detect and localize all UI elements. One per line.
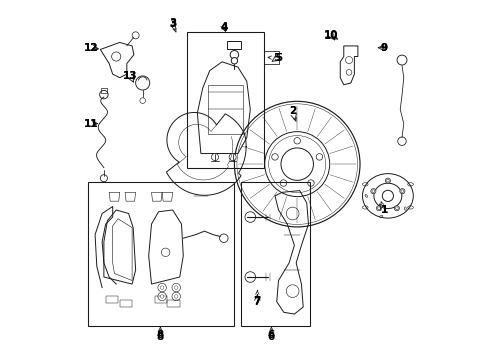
Text: 10: 10 [324, 30, 339, 40]
Text: 5: 5 [268, 53, 282, 63]
Circle shape [316, 154, 323, 160]
Text: 10: 10 [324, 31, 339, 41]
Text: 8: 8 [157, 332, 164, 342]
Circle shape [160, 286, 164, 289]
Circle shape [394, 206, 399, 211]
Text: 5: 5 [273, 53, 280, 63]
Circle shape [272, 154, 278, 160]
Text: 11: 11 [84, 118, 99, 129]
Text: 3: 3 [169, 19, 176, 32]
Circle shape [398, 137, 406, 145]
Circle shape [112, 52, 121, 61]
Bar [265, 51, 278, 64]
Text: 12: 12 [84, 43, 99, 53]
Text: 2: 2 [289, 106, 296, 122]
Circle shape [345, 57, 353, 64]
Text: 12: 12 [84, 43, 99, 53]
Text: 13: 13 [123, 71, 138, 81]
Text: 4: 4 [220, 22, 227, 32]
Bar [187, 32, 265, 168]
Circle shape [371, 189, 376, 194]
Text: 1: 1 [381, 205, 388, 215]
Circle shape [161, 248, 170, 257]
Circle shape [286, 207, 299, 220]
Text: 7: 7 [254, 297, 261, 307]
Text: 7: 7 [254, 290, 261, 306]
Circle shape [346, 69, 352, 75]
Bar [88, 182, 234, 327]
Bar [208, 85, 243, 134]
Circle shape [245, 212, 256, 222]
Circle shape [229, 154, 236, 161]
Circle shape [400, 189, 405, 194]
Circle shape [376, 206, 382, 211]
Circle shape [308, 180, 314, 186]
Circle shape [401, 190, 404, 193]
Bar [227, 41, 242, 49]
Text: 9: 9 [380, 43, 387, 53]
Circle shape [377, 207, 380, 210]
Text: 3: 3 [169, 18, 176, 28]
Circle shape [160, 294, 164, 298]
Circle shape [174, 286, 178, 289]
Circle shape [385, 178, 391, 183]
Text: 13: 13 [123, 71, 138, 81]
Circle shape [231, 58, 238, 64]
Circle shape [140, 98, 146, 103]
Bar [242, 182, 310, 327]
Bar [101, 87, 107, 93]
Text: 1: 1 [381, 202, 388, 215]
Text: 2: 2 [289, 106, 296, 116]
Circle shape [212, 154, 219, 161]
Text: 6: 6 [268, 327, 275, 340]
Circle shape [174, 294, 178, 298]
Circle shape [294, 138, 300, 144]
Circle shape [245, 272, 256, 282]
Circle shape [387, 179, 389, 182]
Text: 4: 4 [220, 23, 227, 33]
Text: 9: 9 [381, 43, 388, 53]
Circle shape [286, 285, 299, 297]
Text: 11: 11 [84, 118, 99, 129]
Circle shape [280, 180, 287, 186]
Circle shape [372, 190, 375, 193]
Text: 8: 8 [157, 327, 164, 340]
Circle shape [230, 50, 239, 59]
Circle shape [395, 207, 398, 210]
Text: 6: 6 [268, 332, 275, 342]
